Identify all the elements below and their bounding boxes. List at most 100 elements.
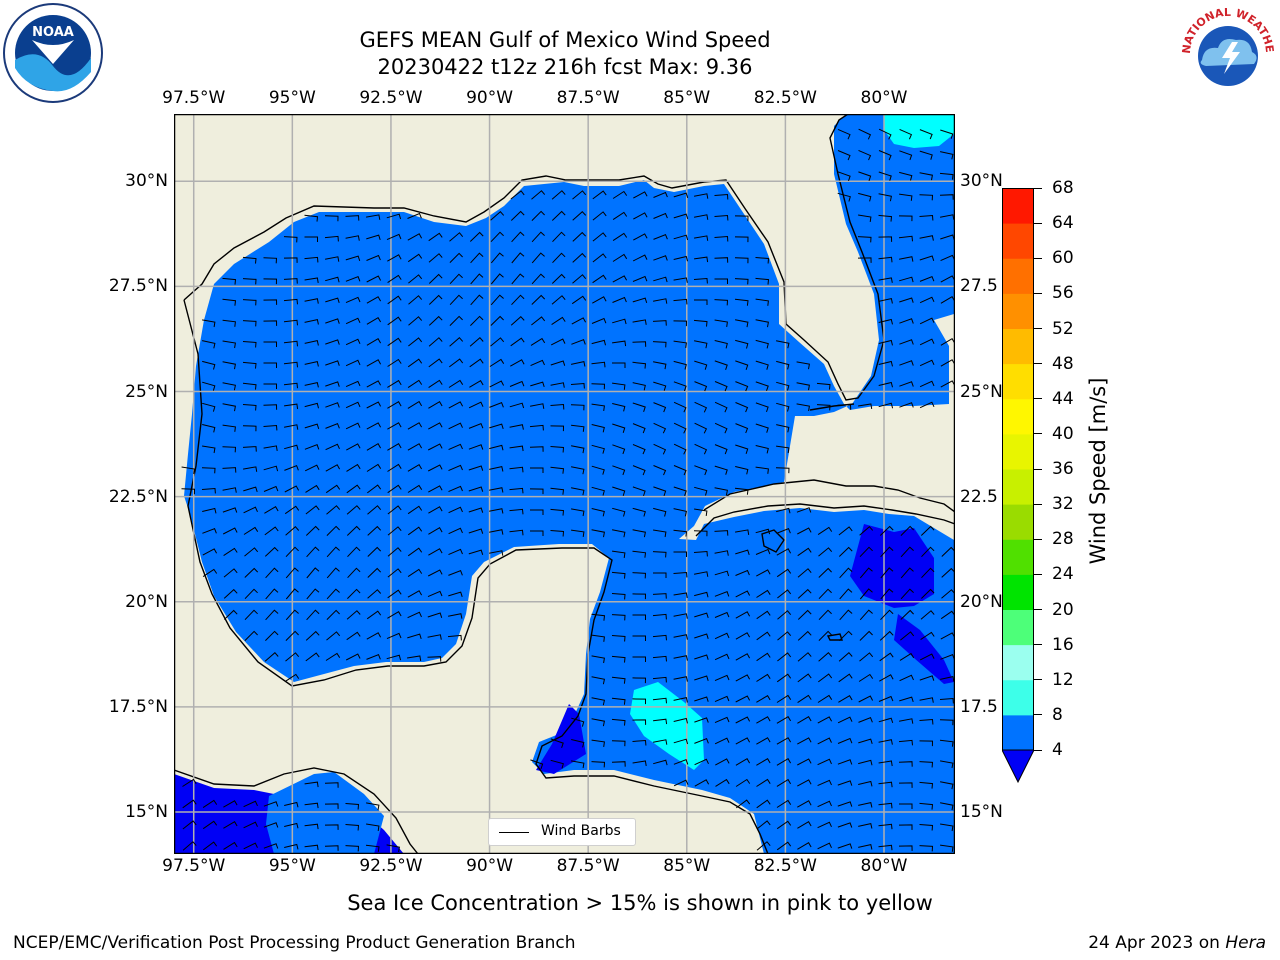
wind-barb — [756, 589, 771, 598]
wind-barb — [694, 299, 708, 305]
wind-barb — [591, 361, 606, 368]
wind-barb — [797, 609, 812, 620]
wind-barb — [407, 568, 423, 578]
wind-barb — [714, 235, 729, 242]
wind-barb — [591, 655, 605, 664]
wind-barb — [326, 588, 340, 600]
wind-barb — [735, 402, 749, 413]
wind-barb — [859, 630, 873, 641]
wind-barb — [346, 484, 361, 494]
wind-barb — [325, 464, 341, 472]
wind-barb — [714, 360, 728, 370]
wind-barb — [837, 716, 853, 724]
wind-barb — [611, 614, 626, 621]
wind-barb — [673, 738, 689, 745]
wind-barb — [818, 651, 833, 662]
wind-barb — [326, 567, 340, 579]
wind-barb — [797, 821, 812, 829]
wind-barb — [756, 652, 771, 662]
wind-barb — [755, 257, 770, 264]
wind-barb — [673, 634, 688, 640]
wind-barb — [304, 298, 319, 304]
lon-tick-label: 90°W — [466, 88, 514, 108]
wind-barb — [263, 383, 277, 389]
wind-barb — [694, 340, 708, 349]
wind-barb — [490, 294, 504, 306]
wind-barb — [632, 486, 646, 497]
wind-barb — [714, 340, 728, 349]
wind-barb — [776, 340, 790, 349]
wind-barb — [325, 422, 340, 429]
wind-barb — [222, 467, 237, 473]
wind-barb — [347, 546, 361, 558]
wind-barb — [531, 190, 546, 200]
wind-barb — [428, 315, 443, 326]
wind-barb — [591, 739, 605, 747]
wind-barb — [222, 382, 236, 391]
colorbar-under-extension — [1002, 749, 1034, 784]
colorbar-segment — [1002, 679, 1034, 716]
wind-barb — [878, 802, 893, 809]
wind-barb — [714, 716, 730, 724]
wind-barb — [387, 463, 402, 472]
wind-barb — [428, 273, 443, 284]
wind-barb — [345, 380, 361, 388]
wind-barb — [448, 401, 464, 409]
wind-barb — [387, 568, 402, 578]
wind-barb — [818, 547, 833, 557]
lat-tick-label: 22.5°N — [108, 486, 168, 507]
wind-barb — [243, 466, 258, 472]
wind-barb — [653, 191, 668, 198]
wind-barb — [304, 423, 320, 430]
wind-barb — [263, 278, 278, 285]
wind-barb — [304, 402, 319, 409]
wind-barb — [858, 823, 873, 829]
wind-barb — [407, 253, 423, 263]
wind-barb — [878, 236, 893, 242]
wind-barb — [735, 695, 751, 703]
wind-barb — [448, 506, 463, 514]
wind-barb — [550, 738, 564, 748]
wind-barb — [448, 379, 464, 388]
wind-barb — [572, 252, 587, 263]
credit-line: NCEP/EMC/Verification Post Processing Pr… — [13, 933, 576, 953]
wind-barb — [304, 781, 319, 788]
wind-barb — [283, 382, 298, 389]
wind-barb — [857, 236, 872, 243]
wind-barb — [346, 463, 361, 472]
wind-barb — [612, 486, 626, 496]
lat-tick-label: 30°N — [125, 171, 168, 192]
colorbar-segment — [1002, 223, 1034, 259]
wind-barb — [531, 231, 545, 243]
wind-barb — [202, 548, 218, 556]
wind-barb — [345, 276, 361, 282]
wind-barb — [899, 803, 913, 809]
wind-barb — [324, 215, 339, 222]
lat-tick-label: 25°N — [125, 381, 168, 402]
wind-barb — [203, 841, 218, 851]
wind-barb — [735, 674, 751, 682]
wind-barb — [756, 695, 771, 703]
wind-barb — [386, 654, 402, 661]
wind-barb — [837, 150, 851, 161]
wind-barb — [242, 341, 257, 348]
wind-barb — [448, 527, 463, 535]
wind-barb — [285, 609, 299, 621]
wind-barb — [838, 546, 853, 557]
colorbar-tick-label: 52 — [1052, 318, 1074, 339]
wind-barb — [899, 256, 914, 262]
colorbar-tick-mark — [1034, 187, 1042, 189]
wind-barb — [490, 231, 504, 243]
wind-barb — [448, 569, 463, 576]
wind-barb — [797, 800, 812, 808]
wind-barb — [263, 465, 279, 472]
wind-barb — [673, 697, 688, 703]
wind-barb — [859, 525, 874, 536]
wind-barb — [222, 340, 236, 349]
wind-barb — [324, 803, 339, 809]
wind-barb — [898, 761, 913, 767]
wind-barb — [673, 486, 687, 496]
wind-barb — [797, 630, 812, 641]
wind-barb — [756, 716, 771, 724]
wind-barb — [611, 571, 626, 579]
